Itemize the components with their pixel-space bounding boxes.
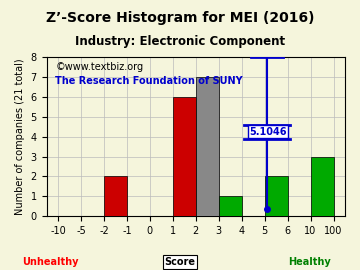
Bar xyxy=(173,97,196,216)
Bar xyxy=(265,177,288,216)
Text: Score: Score xyxy=(165,256,195,266)
Bar xyxy=(104,177,127,216)
Text: ©www.textbiz.org: ©www.textbiz.org xyxy=(55,62,144,72)
Text: Z’-Score Histogram for MEI (2016): Z’-Score Histogram for MEI (2016) xyxy=(46,11,314,25)
Text: Healthy: Healthy xyxy=(288,256,331,266)
Y-axis label: Number of companies (21 total): Number of companies (21 total) xyxy=(15,58,25,215)
Text: 5.1046: 5.1046 xyxy=(249,127,287,137)
Text: The Research Foundation of SUNY: The Research Foundation of SUNY xyxy=(55,76,243,86)
Bar xyxy=(219,197,242,216)
Text: Unhealthy: Unhealthy xyxy=(22,256,78,266)
Text: Industry: Electronic Component: Industry: Electronic Component xyxy=(75,35,285,48)
Bar xyxy=(311,157,333,216)
Bar xyxy=(196,77,219,216)
